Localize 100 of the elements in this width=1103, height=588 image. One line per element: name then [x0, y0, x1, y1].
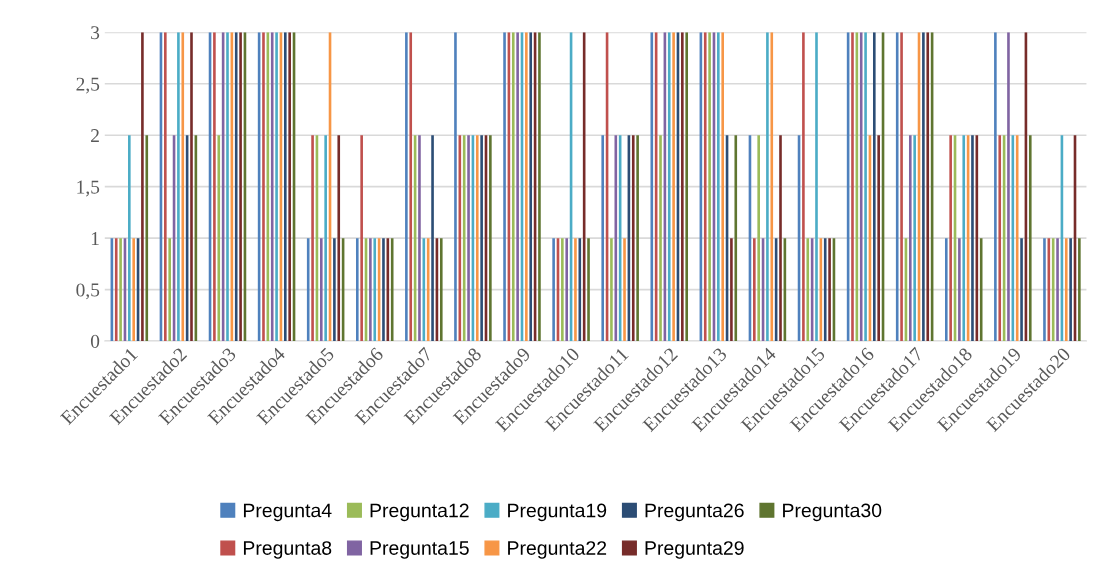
bar: [998, 135, 1002, 342]
bar: [439, 238, 443, 342]
bar: [390, 238, 394, 342]
bar: [895, 32, 899, 342]
bar: [753, 238, 756, 342]
bar: [1015, 135, 1019, 342]
bar: [1028, 135, 1032, 342]
bar: [828, 238, 831, 342]
bar: [851, 32, 854, 342]
bar: [1043, 238, 1046, 342]
bar: [454, 32, 457, 342]
bar: [601, 135, 605, 342]
bar: [234, 32, 238, 342]
bar: [561, 238, 564, 342]
bar: [337, 135, 341, 342]
legend-label: Pregunta15: [370, 541, 469, 559]
bar: [610, 238, 613, 342]
bar: [926, 32, 930, 342]
bar: [1056, 238, 1059, 342]
bar: [717, 32, 720, 342]
bar: [213, 32, 216, 342]
bar: [1020, 238, 1023, 342]
bar: [511, 32, 515, 342]
legend-label: Pregunta22: [508, 541, 607, 559]
bar: [319, 238, 323, 342]
bar: [877, 135, 880, 342]
bar: [467, 135, 470, 342]
legend-label: Pregunta8: [243, 541, 332, 559]
bar: [962, 135, 966, 342]
bar: [1064, 238, 1068, 342]
bar: [1007, 32, 1010, 342]
bar: [659, 135, 662, 342]
bar: [806, 238, 810, 342]
y-tick-label: 1: [91, 232, 99, 245]
bar: [734, 135, 738, 342]
bar: [503, 32, 506, 342]
bar: [239, 32, 242, 342]
bar: [900, 32, 903, 342]
bar: [650, 32, 654, 342]
bar: [190, 32, 193, 342]
bar: [262, 32, 265, 342]
bar: [369, 238, 372, 342]
bar: [859, 32, 863, 342]
bar: [922, 32, 925, 342]
bar: [181, 32, 185, 342]
bar: [908, 135, 912, 342]
y-tick-label: 2,5: [76, 77, 100, 94]
bar: [418, 135, 421, 342]
bar: [730, 238, 733, 342]
bar: [1069, 238, 1072, 342]
bar: [979, 238, 983, 342]
bar: [288, 32, 291, 342]
bar: [145, 135, 149, 342]
legend-label: Pregunta4: [243, 503, 332, 522]
bar: [119, 238, 122, 342]
bar: [141, 32, 144, 342]
bar: [766, 32, 769, 342]
bar: [431, 135, 434, 342]
bar: [667, 32, 671, 342]
bar: [949, 135, 952, 342]
bar: [802, 32, 805, 342]
bar: [226, 32, 229, 342]
bar: [270, 32, 274, 342]
bar: [944, 238, 948, 342]
bar: [128, 135, 131, 342]
bar: [681, 32, 684, 342]
bar: [721, 32, 724, 342]
bar: [958, 238, 961, 342]
bar: [489, 135, 492, 342]
bar: [529, 32, 533, 342]
bar: [703, 32, 707, 342]
y-tick-label: 1,5: [77, 180, 100, 197]
bar: [480, 135, 483, 342]
y-tick-label: 0: [90, 334, 100, 348]
legend-label: Pregunta29: [645, 541, 744, 559]
bar: [283, 32, 287, 342]
bar: [994, 32, 997, 342]
bar: [333, 238, 336, 342]
bar: [1078, 238, 1081, 342]
bar: [538, 32, 541, 342]
bar: [168, 238, 171, 342]
bar: [587, 238, 590, 342]
bar: [516, 32, 519, 342]
bar: [873, 32, 876, 342]
legend-label: Pregunta12: [370, 503, 469, 522]
bar: [164, 32, 167, 342]
bar: [525, 32, 528, 342]
bar: [409, 32, 413, 342]
bar: [636, 135, 639, 342]
legend-label: Pregunta30: [783, 503, 882, 522]
bar: [708, 32, 711, 342]
y-tick-label: 2: [91, 129, 99, 142]
bar: [913, 135, 916, 342]
bar: [623, 238, 626, 342]
bar: [275, 32, 278, 342]
bar: [177, 32, 180, 342]
bar: [779, 135, 782, 342]
bar: [614, 135, 618, 342]
bar: [373, 238, 377, 342]
y-tick-label: 0,5: [76, 283, 100, 300]
